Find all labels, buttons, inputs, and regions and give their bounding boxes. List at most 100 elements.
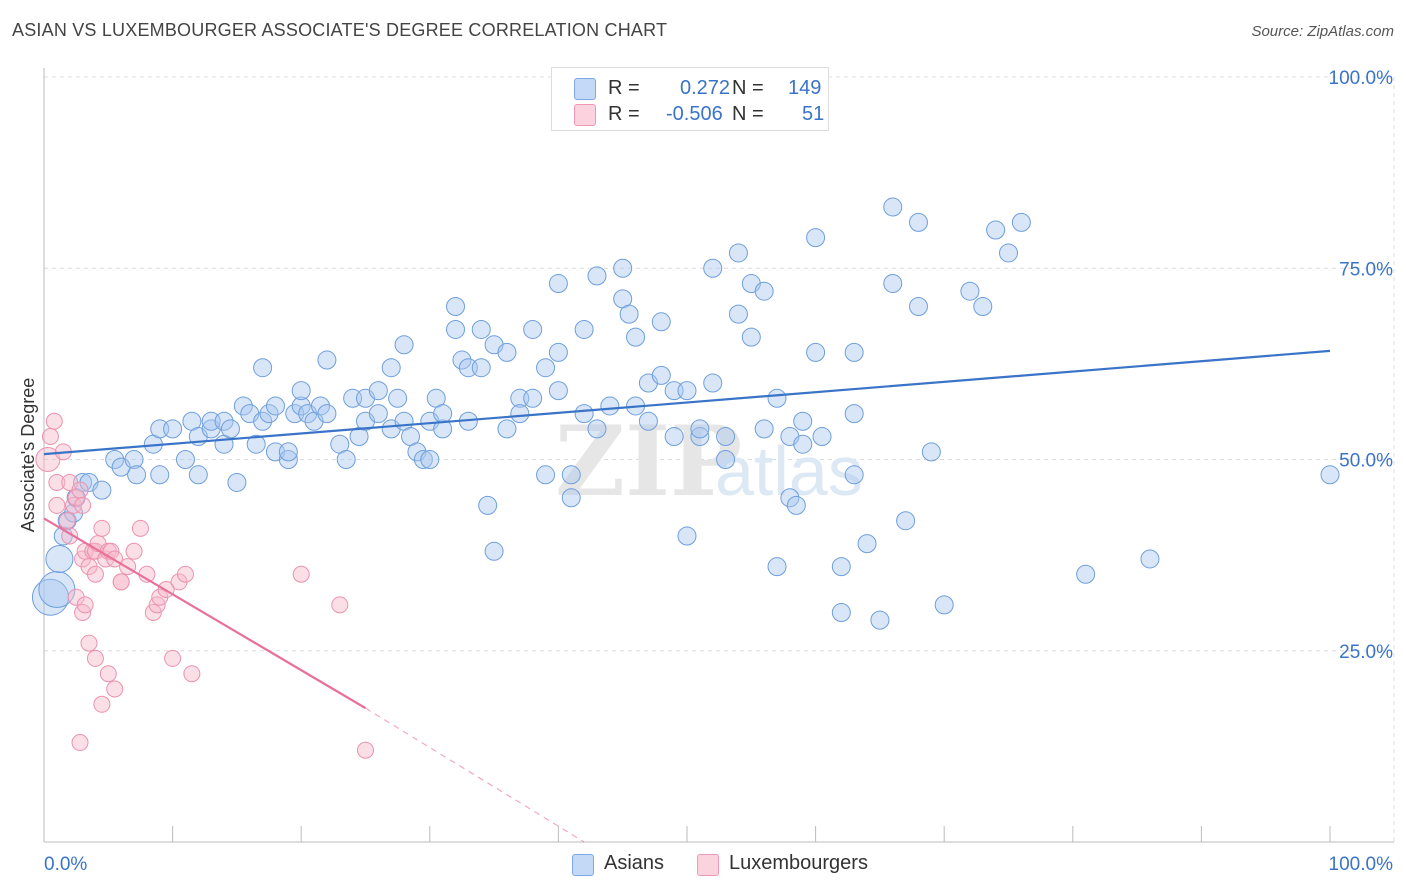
watermark-zip: ZIP: [555, 405, 742, 518]
asian-point: [831, 603, 851, 622]
asian-point: [626, 327, 646, 347]
asian-point: [413, 450, 433, 469]
asian-point: [844, 342, 864, 362]
luxembourger-point: [331, 596, 349, 614]
asian-point: [831, 557, 851, 577]
asian-point: [600, 396, 620, 416]
asian-point: [812, 427, 832, 447]
asian-point: [368, 381, 388, 401]
asian-point: [433, 404, 453, 424]
correlation-legend: R = 0.272 N = 149 R = -0.506 N = 51: [551, 67, 829, 131]
luxembourger-point: [41, 428, 59, 446]
asian-point: [677, 526, 697, 546]
asian-point: [388, 388, 408, 408]
asian-point: [703, 373, 723, 393]
asian-point: [420, 450, 440, 469]
asian-point: [278, 442, 298, 462]
luxembourger-point: [58, 512, 76, 530]
legend-swatch-asians: [574, 78, 596, 100]
asian-point: [728, 243, 748, 263]
asian-point: [844, 404, 864, 424]
luxembourger-point: [112, 573, 130, 591]
bottom-legend-swatch-asians: [572, 854, 594, 876]
luxembourger-point: [80, 634, 98, 652]
asian-point: [92, 480, 112, 500]
asian-point: [561, 488, 581, 508]
asian-point: [1140, 549, 1160, 569]
asian-point: [793, 411, 813, 431]
asian-point: [278, 450, 298, 469]
source-label: Source: ZipAtlas.com: [1251, 23, 1394, 40]
asian-point: [638, 411, 658, 431]
x-tick-label: 100.0%: [1329, 854, 1394, 875]
asian-point: [574, 404, 594, 424]
asian-point: [754, 419, 774, 439]
legend-n-value: 51: [802, 103, 825, 125]
asian-point: [259, 404, 279, 424]
asian-point: [999, 243, 1018, 263]
asian-point: [291, 396, 311, 416]
asian-point: [163, 419, 183, 439]
asian-point: [677, 381, 697, 401]
asian-point: [703, 258, 723, 278]
legend-n-label: N =: [732, 77, 764, 99]
legend-swatch-luxembourgers: [574, 104, 596, 126]
luxembourger-point: [357, 741, 374, 759]
asian-point: [478, 495, 498, 515]
asian-point: [497, 419, 517, 439]
asian-point: [1011, 212, 1031, 232]
legend-r-value: 0.272: [680, 77, 731, 99]
asian-point: [317, 350, 337, 370]
asian-point: [896, 511, 916, 531]
asian-point: [253, 411, 273, 431]
asian-point: [471, 319, 491, 339]
asian-point: [548, 274, 568, 294]
asian-point: [1076, 564, 1096, 584]
asian-point: [291, 381, 311, 401]
asian-point: [175, 450, 195, 469]
axes: [43, 68, 1394, 843]
asian-point: [857, 534, 877, 554]
asian-point: [780, 488, 800, 508]
asian-point: [452, 350, 472, 370]
bottom-legend-label-luxembourgers: Luxembourgers: [729, 852, 868, 874]
luxembourger-point: [292, 565, 310, 583]
y-tick-label: 25.0%: [1339, 642, 1393, 663]
asian-point: [786, 495, 806, 515]
asian-point: [921, 442, 941, 462]
y-tick-label: 50.0%: [1339, 451, 1393, 472]
asian-point: [124, 450, 144, 469]
luxembourger-point: [76, 596, 94, 614]
asian-point: [446, 297, 466, 316]
asian-point: [651, 312, 671, 332]
luxembourger-point: [176, 565, 194, 583]
asian-point: [908, 297, 928, 316]
luxembourger-point: [131, 519, 149, 537]
asian-point: [728, 304, 748, 324]
asian-point: [806, 342, 826, 362]
asian-point: [523, 319, 543, 339]
asian-point: [793, 434, 813, 454]
asian-point: [394, 335, 414, 355]
asian-point: [57, 511, 77, 531]
asian-point: [127, 465, 147, 485]
y-tick-label: 75.0%: [1339, 259, 1393, 280]
asian-point: [960, 281, 980, 301]
luxembourger-point: [74, 496, 92, 514]
trend-lines: [43, 349, 1331, 843]
asian-point: [664, 427, 684, 447]
asian-point: [336, 450, 356, 469]
asian-point: [227, 472, 247, 492]
legend-r-label: R =: [608, 103, 640, 125]
luxembourger-trend-extension: [365, 707, 585, 843]
asian-point: [613, 258, 633, 278]
legend-r-value: -0.506: [666, 103, 723, 125]
asian-point: [806, 228, 826, 248]
luxembourger-point: [164, 649, 182, 667]
asian-point: [536, 465, 556, 485]
watermark-atlas: atlas: [715, 432, 863, 510]
asian-point: [767, 388, 787, 408]
asian-point: [45, 544, 74, 573]
luxembourger-point: [93, 695, 111, 713]
